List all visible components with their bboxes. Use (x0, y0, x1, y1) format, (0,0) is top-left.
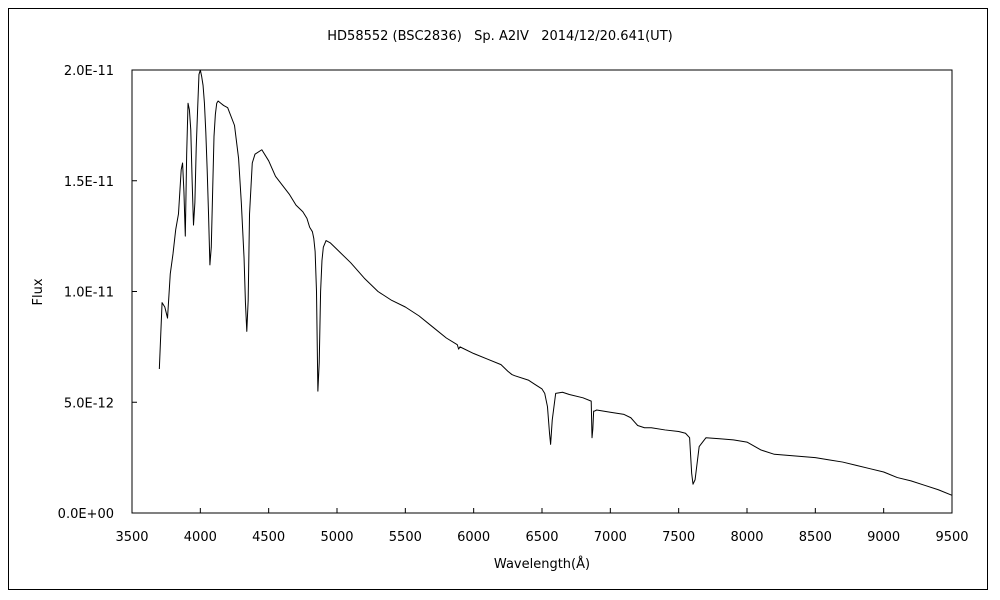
x-tick-label: 9500 (935, 530, 968, 545)
plot-area (131, 69, 953, 514)
x-tick-label: 7000 (594, 530, 627, 545)
chart-title: HD58552 (BSC2836) Sp. A2IV 2014/12/20.64… (327, 29, 672, 44)
y-axis: 0.0E+00 5.0E-12 1.0E-11 1.5E-11 2.0E-11 (58, 64, 137, 522)
spectrum-line (158, 69, 953, 496)
x-tick-label: 8500 (799, 530, 832, 545)
x-tick-label: 8000 (730, 530, 763, 545)
y-tick-label: 5.0E-12 (64, 396, 114, 411)
x-tick-label: 4500 (252, 530, 285, 545)
x-tick-label: 6000 (457, 530, 490, 545)
x-tick-label: 5500 (389, 530, 422, 545)
series-layer (158, 69, 953, 496)
x-axis: 3500 4000 4500 5000 5500 6000 6500 7000 7500 8000… (115, 508, 969, 545)
x-tick-label: 3500 (115, 530, 148, 545)
x-tick-label: 4000 (184, 530, 217, 545)
x-tick-label: 5000 (320, 530, 353, 545)
y-axis-label: Flux (31, 278, 46, 305)
x-tick-label: 9000 (867, 530, 900, 545)
y-tick-label: 1.0E-11 (64, 286, 114, 301)
y-tick-label: 2.0E-11 (64, 64, 114, 79)
x-tick-label: 6500 (525, 530, 558, 545)
y-tick-label: 0.0E+00 (58, 507, 114, 522)
x-axis-label: Wavelength(Å) (494, 556, 590, 572)
y-tick-label: 1.5E-11 (64, 175, 114, 190)
x-tick-label: 7500 (662, 530, 695, 545)
